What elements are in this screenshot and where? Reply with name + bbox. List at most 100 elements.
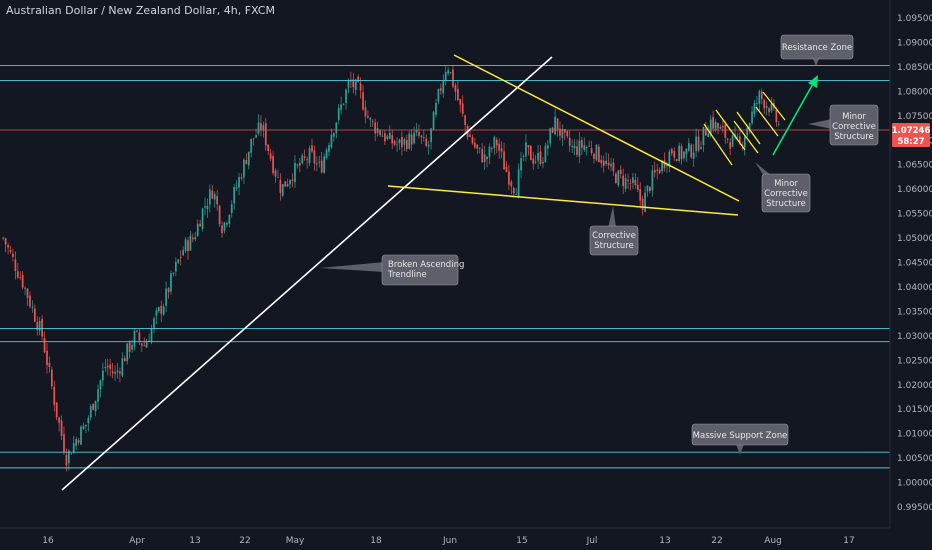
candle bbox=[250, 138, 253, 158]
price-tick-label: 1.01500 bbox=[897, 405, 932, 415]
minor-channel-line-4[interactable] bbox=[736, 111, 761, 145]
candle bbox=[510, 179, 513, 195]
candle bbox=[277, 169, 279, 178]
time-axis[interactable] bbox=[0, 528, 932, 550]
candle bbox=[447, 66, 449, 76]
candle bbox=[123, 355, 126, 362]
candle bbox=[393, 139, 396, 147]
candle bbox=[704, 121, 707, 137]
candle bbox=[29, 291, 31, 309]
ascending-trendline[interactable] bbox=[61, 56, 553, 491]
candle bbox=[617, 169, 620, 188]
minor-channel-line-1[interactable] bbox=[703, 123, 733, 166]
price-axis[interactable] bbox=[890, 0, 932, 528]
candle bbox=[649, 186, 651, 194]
candle bbox=[233, 183, 236, 210]
candle bbox=[182, 246, 184, 257]
candle bbox=[605, 152, 608, 167]
callout-corrective-structure[interactable]: Corrective Structure bbox=[589, 206, 639, 256]
candle bbox=[194, 231, 197, 242]
projection-arrow[interactable] bbox=[772, 81, 815, 156]
candle bbox=[695, 128, 697, 158]
candle bbox=[768, 107, 770, 116]
candle bbox=[16, 262, 19, 280]
candle bbox=[369, 116, 372, 127]
time-tick-label: May bbox=[286, 536, 305, 546]
price-tick-label: 1.05500 bbox=[897, 210, 932, 220]
callout-minor-right-line2: Corrective bbox=[832, 122, 876, 132]
time-tick-label: 17 bbox=[843, 536, 854, 546]
candle bbox=[758, 89, 761, 113]
candle bbox=[333, 132, 335, 142]
candle bbox=[174, 257, 177, 277]
callout-resistance-zone[interactable]: Resistance Zone bbox=[780, 34, 854, 66]
candle bbox=[427, 140, 430, 155]
candle bbox=[367, 110, 369, 119]
candle bbox=[486, 155, 488, 168]
candle bbox=[668, 149, 671, 173]
candle bbox=[136, 329, 138, 333]
candle bbox=[449, 71, 452, 75]
price-tick-label: 1.09500 bbox=[897, 14, 932, 24]
corrective-support-line[interactable] bbox=[387, 185, 739, 216]
candle bbox=[439, 83, 442, 95]
candle bbox=[313, 145, 316, 171]
candle bbox=[116, 362, 119, 379]
candle bbox=[610, 157, 612, 172]
time-tick-label: 22 bbox=[239, 536, 250, 546]
candle bbox=[114, 365, 116, 381]
candle bbox=[354, 78, 357, 96]
candle bbox=[150, 324, 153, 345]
candle bbox=[43, 331, 46, 354]
candle bbox=[109, 358, 112, 377]
price-tick-label: 1.00000 bbox=[897, 479, 932, 489]
candle bbox=[556, 118, 559, 137]
candle bbox=[585, 145, 588, 156]
callout-trendline-line1: Broken Ascending bbox=[388, 260, 464, 270]
price-tick-label: 1.02500 bbox=[897, 356, 932, 366]
callout-massive-support[interactable]: Massive Support Zone bbox=[691, 423, 789, 455]
candle bbox=[719, 124, 722, 129]
candle bbox=[26, 287, 29, 306]
candle bbox=[357, 74, 360, 83]
callout-minor-corrective-mid[interactable]: Minor Corrective Structure bbox=[755, 162, 811, 213]
candle bbox=[600, 155, 603, 168]
minor-channel-line-3[interactable] bbox=[733, 120, 759, 154]
candle bbox=[257, 114, 260, 136]
minor-channel-line-2[interactable] bbox=[715, 109, 746, 151]
candle bbox=[588, 140, 590, 147]
candle bbox=[165, 281, 167, 312]
candle bbox=[50, 366, 53, 390]
candle bbox=[206, 198, 209, 218]
candle bbox=[403, 137, 406, 152]
descending-resistance-line[interactable] bbox=[453, 54, 740, 202]
candle bbox=[303, 149, 306, 161]
candle bbox=[624, 173, 627, 193]
candle bbox=[685, 148, 688, 162]
bar-countdown: 58:27 bbox=[897, 137, 924, 147]
candle bbox=[364, 100, 367, 124]
candle bbox=[476, 144, 479, 155]
minor-channel-line-5[interactable] bbox=[755, 106, 779, 137]
callout-minor-corrective-right[interactable]: Minor Corrective Structure bbox=[808, 104, 879, 146]
time-tick-label: 13 bbox=[189, 536, 200, 546]
candle bbox=[529, 144, 532, 161]
candle bbox=[72, 435, 75, 454]
candle bbox=[247, 151, 250, 170]
candle bbox=[729, 138, 732, 156]
candle bbox=[199, 219, 201, 227]
candle bbox=[525, 134, 527, 162]
candle bbox=[55, 402, 58, 421]
candle bbox=[342, 103, 345, 106]
candle bbox=[469, 126, 471, 138]
candle bbox=[444, 66, 447, 86]
callout-broken-trendline[interactable]: Broken Ascending Trendline bbox=[320, 254, 464, 286]
minor-channel-line-6[interactable] bbox=[762, 91, 786, 121]
candle bbox=[213, 191, 216, 208]
candle bbox=[683, 150, 685, 162]
candle bbox=[457, 80, 459, 102]
current-price-tag: 1.07246 58:27 bbox=[892, 123, 930, 147]
candle bbox=[376, 121, 379, 137]
candle bbox=[639, 182, 642, 209]
